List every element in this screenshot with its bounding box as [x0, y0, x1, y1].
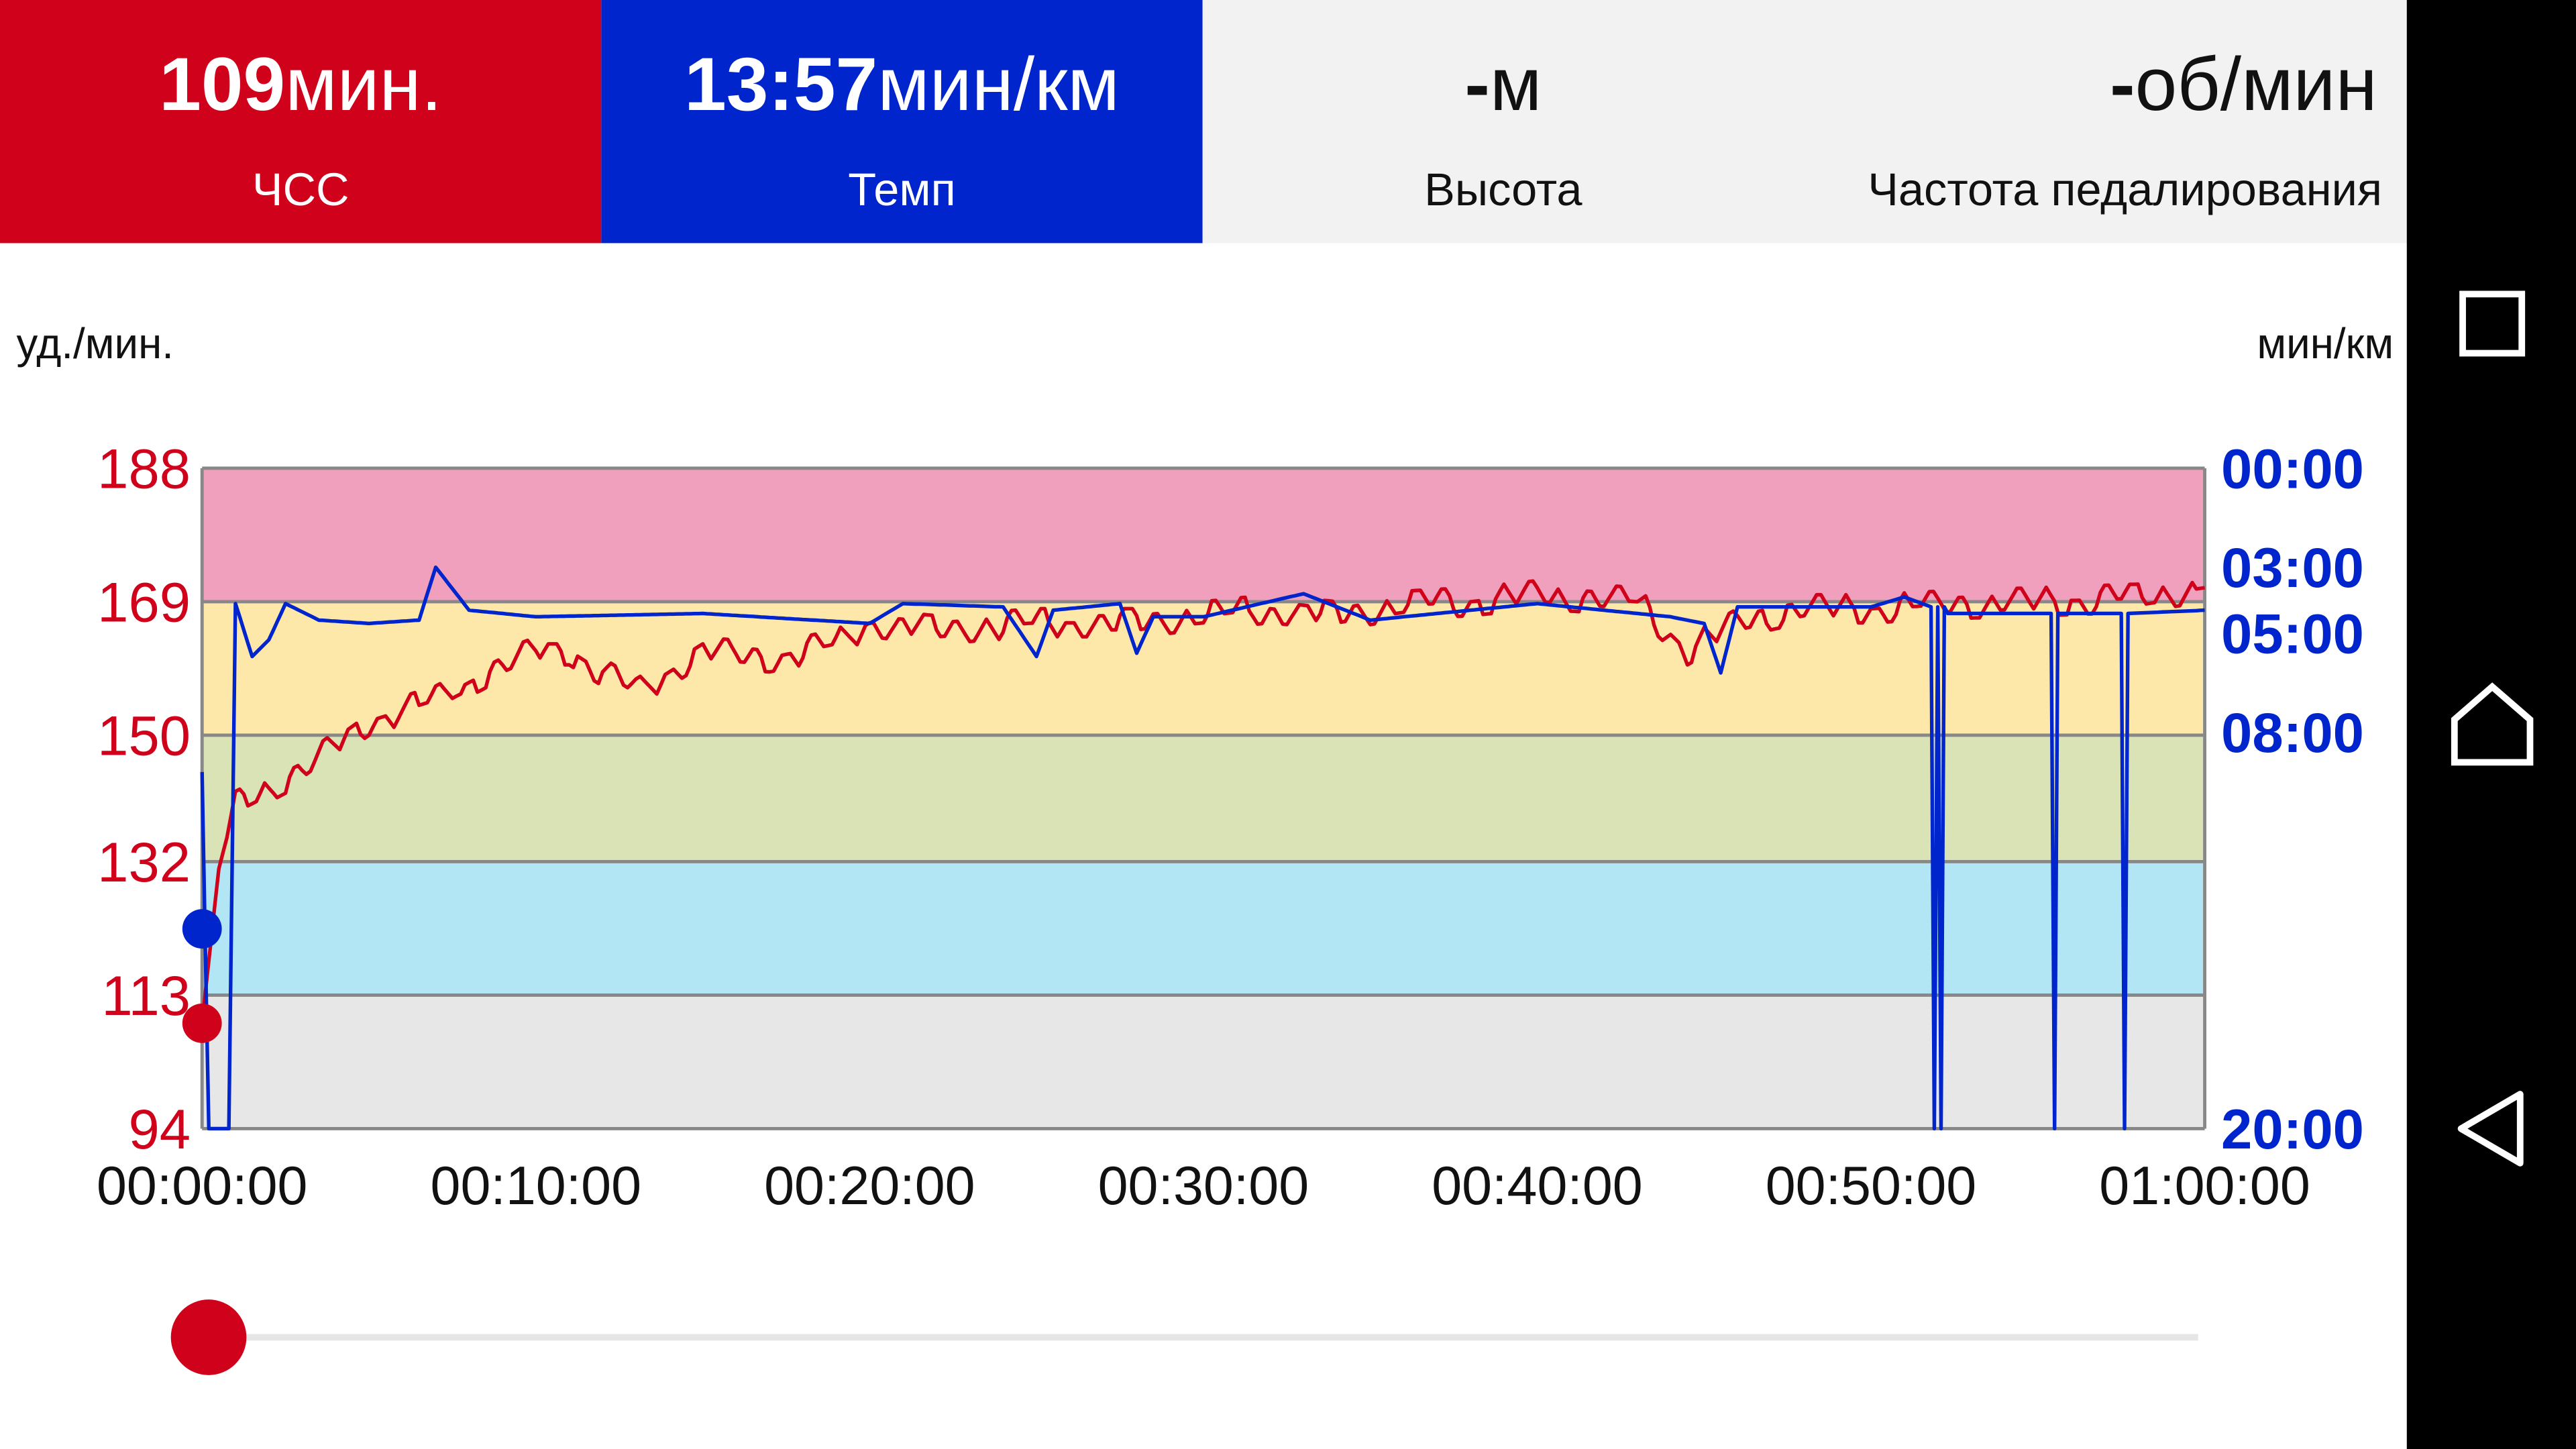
pace-value: 13:57мин/км	[684, 41, 1120, 127]
home-icon	[2450, 682, 2533, 766]
hr-zone-band	[202, 735, 2205, 862]
right-tick-label: 05:00	[2221, 602, 2364, 665]
recent-apps-icon	[2458, 290, 2524, 357]
x-tick-label: 00:50:00	[1766, 1156, 1977, 1216]
x-tick-label: 00:00:00	[97, 1156, 308, 1216]
left-tick-label: 150	[97, 704, 191, 767]
pace-series-line	[200, 565, 2205, 1131]
left-tick-label: 169	[97, 571, 191, 633]
right-tick-label: 03:00	[2221, 537, 2364, 599]
back-button[interactable]	[2407, 1063, 2576, 1195]
home-button[interactable]	[2407, 660, 2576, 792]
left-tick-label: 132	[97, 831, 191, 894]
x-tick-label: 01:00:00	[2099, 1156, 2310, 1216]
pace-tile[interactable]: 13:57мин/км Темп	[601, 0, 1203, 244]
hr-zone-band	[202, 995, 2205, 1129]
right-tick-label: 20:00	[2221, 1098, 2364, 1161]
hr-tile[interactable]: 109мин. ЧСС	[0, 0, 602, 244]
cadence-label: Частота педалирования	[1868, 164, 2383, 215]
pace-label: Темп	[848, 164, 956, 215]
hr-label: ЧСС	[252, 164, 350, 215]
right-axis-unit: мин/км	[2257, 319, 2394, 368]
hr-value: 109мин.	[159, 41, 443, 127]
hr-current-marker	[182, 1003, 222, 1043]
time-slider-thumb[interactable]	[170, 1299, 247, 1375]
x-tick-label: 00:40:00	[1432, 1156, 1643, 1216]
pace-current-marker	[182, 909, 222, 949]
altitude-tile[interactable]: -м Высота	[1202, 0, 1805, 244]
left-tick-label: 94	[128, 1098, 191, 1161]
cadence-value: -об/мин	[2110, 41, 2377, 127]
android-nav-bar	[2406, 0, 2576, 1449]
x-tick-label: 00:30:00	[1098, 1156, 1309, 1216]
right-tick-label: 08:00	[2221, 702, 2364, 764]
cadence-tile[interactable]: -об/мин Частота педалирования	[1804, 0, 2407, 244]
time-slider-track[interactable]	[210, 1334, 2198, 1341]
left-tick-label: 188	[97, 437, 191, 500]
hr-zone-band	[202, 468, 2205, 602]
x-tick-label: 00:10:00	[431, 1156, 642, 1216]
left-tick-label: 113	[101, 965, 191, 1027]
altitude-label: Высота	[1424, 164, 1582, 215]
back-icon	[2457, 1091, 2523, 1167]
left-axis-unit: уд./мин.	[16, 319, 174, 368]
x-tick-label: 00:20:00	[764, 1156, 975, 1216]
recent-apps-button[interactable]	[2407, 258, 2576, 389]
hr-zone-band	[202, 861, 2205, 996]
altitude-value: -м	[1464, 41, 1542, 127]
right-tick-label: 00:00	[2221, 437, 2364, 500]
